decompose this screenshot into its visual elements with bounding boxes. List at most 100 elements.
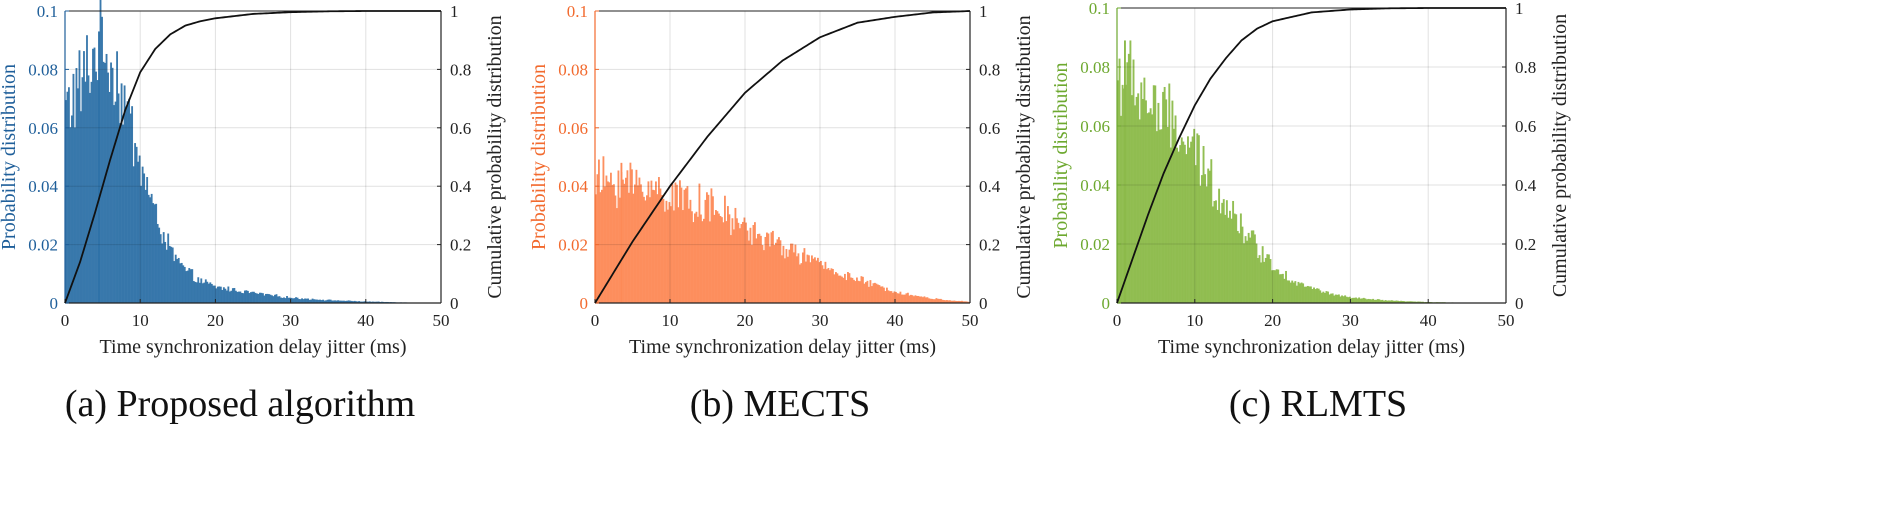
- histogram-bar: [89, 92, 91, 303]
- histogram-bar: [887, 290, 890, 303]
- histogram-bar: [341, 300, 344, 303]
- histogram-bar: [764, 236, 767, 303]
- histogram-bar: [325, 300, 328, 303]
- histogram-bar: [1225, 200, 1228, 303]
- histogram-bar: [1197, 135, 1200, 303]
- histogram-bar: [1193, 128, 1196, 303]
- histogram-bar: [152, 203, 155, 303]
- x-tick-label: 50: [433, 311, 450, 330]
- histogram-bar: [251, 291, 254, 303]
- histogram-bar: [1285, 270, 1287, 303]
- histogram-bar: [1309, 286, 1312, 303]
- y-tick-label: 0.04: [28, 177, 58, 196]
- histogram-bar: [808, 255, 810, 303]
- histogram-bar: [760, 235, 762, 303]
- histogram-bar: [78, 50, 81, 303]
- histogram-bar: [311, 298, 314, 303]
- histogram-bar: [730, 235, 732, 303]
- histogram-bar: [697, 216, 699, 303]
- histogram-bar: [1361, 298, 1364, 303]
- histogram-bar: [207, 283, 210, 303]
- histogram-bar: [629, 162, 632, 303]
- y-tick-label: 0.04: [558, 177, 588, 196]
- histogram-bar: [323, 300, 326, 303]
- histogram-bar: [322, 299, 325, 303]
- histogram-bar: [335, 300, 338, 303]
- histogram-bar: [153, 204, 156, 303]
- histogram-bar: [1333, 295, 1336, 303]
- histogram-bar: [1239, 213, 1242, 303]
- histogram-bar: [338, 300, 341, 303]
- histogram-bar: [946, 300, 948, 303]
- histogram-bar: [794, 244, 797, 303]
- histogram-bar: [1330, 293, 1333, 303]
- histogram-bar: [283, 297, 285, 303]
- y2-axis-label: Cumulative probability distribution: [484, 15, 506, 298]
- histogram-bar: [364, 301, 367, 303]
- y2-axis-label: Cumulative probability distribution: [1549, 14, 1571, 297]
- histogram-bar: [1151, 114, 1154, 303]
- y2-tick-label: 0.6: [979, 119, 1000, 138]
- x-tick-label: 10: [662, 311, 679, 330]
- histogram-bar: [788, 249, 791, 303]
- histogram-bar: [265, 293, 267, 303]
- histogram-bar: [1260, 262, 1263, 303]
- histogram-bar: [147, 194, 150, 303]
- histogram-bar: [871, 286, 873, 303]
- histogram-bar: [367, 301, 370, 303]
- histogram-bar: [228, 291, 231, 303]
- histogram-bar: [1303, 286, 1306, 303]
- histogram-bar: [682, 210, 684, 303]
- histogram-bar: [1148, 112, 1151, 303]
- histogram-bar: [260, 292, 263, 303]
- histogram-bar: [246, 290, 249, 303]
- histogram-bar: [1138, 119, 1141, 304]
- histogram-bar: [832, 269, 834, 303]
- y2-tick-label: 1: [979, 2, 988, 21]
- histogram-bar: [1230, 218, 1233, 303]
- y-axis-label: Probability distribution: [528, 64, 550, 250]
- histogram-bar: [623, 183, 626, 303]
- histogram-bar: [706, 192, 708, 303]
- histogram-bar: [162, 232, 165, 303]
- histogram-bar: [289, 297, 291, 303]
- histogram-bar: [1134, 105, 1137, 303]
- histogram-bar: [710, 188, 713, 303]
- histogram-bar: [337, 300, 340, 303]
- histogram-bar: [281, 297, 284, 303]
- histogram-bar: [782, 245, 785, 303]
- histogram-bar: [1327, 291, 1329, 303]
- histogram-bar: [329, 299, 332, 303]
- histogram-bar: [1244, 236, 1247, 303]
- x-tick-label: 0: [61, 311, 70, 330]
- y2-tick-label: 0.2: [1515, 235, 1536, 254]
- histogram-bar: [1159, 129, 1161, 303]
- histogram-bar: [611, 184, 614, 303]
- histogram-bar: [293, 298, 296, 303]
- histogram-bar: [602, 156, 605, 303]
- histogram-bar: [1292, 282, 1295, 303]
- histogram-bar: [734, 207, 737, 303]
- histogram-bar: [346, 300, 349, 303]
- histogram-bar: [757, 233, 759, 303]
- histogram-bar: [1180, 137, 1183, 303]
- histogram-bar: [637, 185, 639, 303]
- histogram-bar: [791, 243, 794, 303]
- histogram-bar: [1414, 301, 1417, 303]
- histogram-bar: [197, 277, 200, 303]
- histogram-bar: [725, 221, 728, 303]
- histogram-bar: [667, 209, 669, 303]
- histogram-bar: [1218, 188, 1221, 303]
- histogram-bar: [881, 286, 884, 303]
- tick-labels: 0 10 20 30 40 5000.020.040.060.080.100.20.40.…: [1080, 0, 1537, 330]
- y2-tick-label: 0.4: [450, 177, 472, 196]
- histogram-bar: [607, 181, 609, 303]
- histogram-bar: [662, 198, 665, 303]
- histogram-bar: [224, 288, 227, 303]
- histogram-bar: [302, 299, 305, 303]
- histogram-bar: [838, 275, 840, 303]
- histogram-bar: [113, 105, 115, 303]
- histogram-bar: [155, 203, 158, 303]
- y2-tick-label: 0: [450, 294, 459, 313]
- histogram-bar: [1202, 146, 1205, 303]
